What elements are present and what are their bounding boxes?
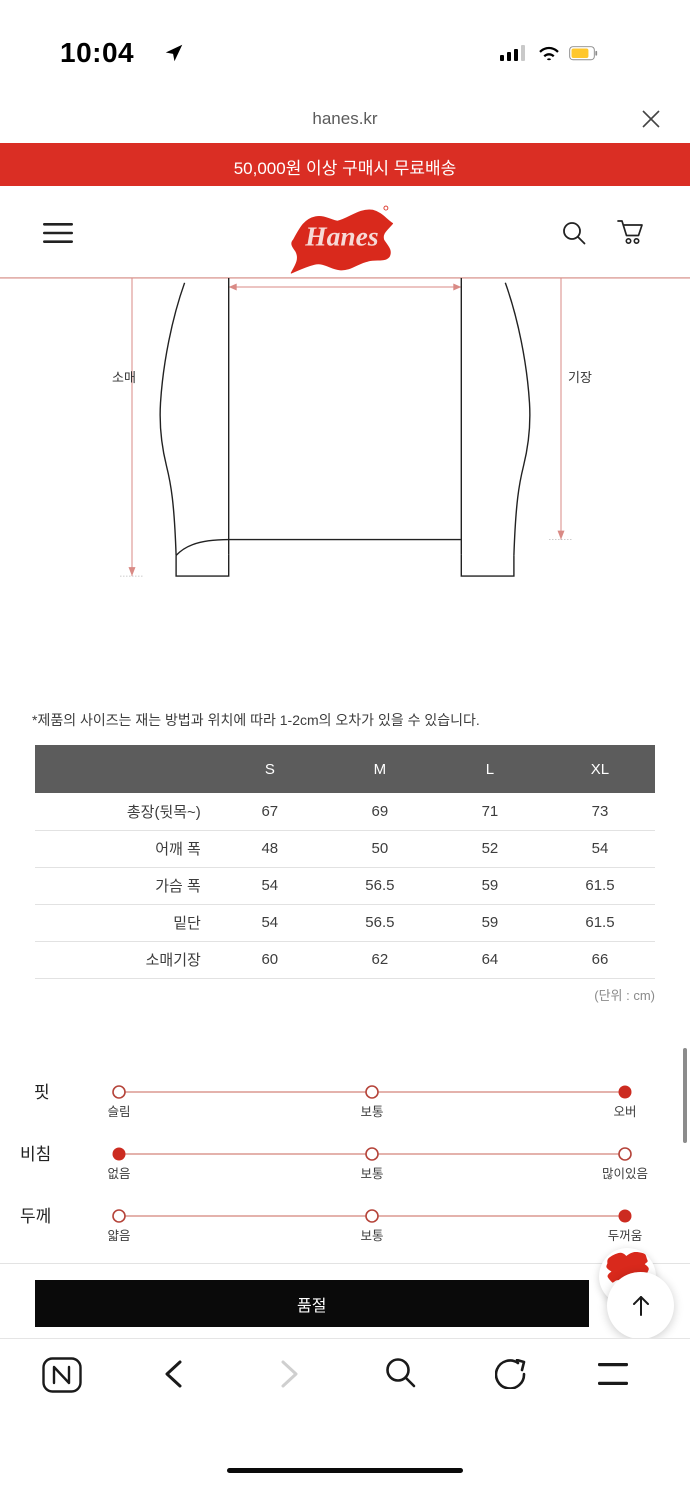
svg-text:보통: 보통: [360, 1105, 383, 1119]
svg-text:핏: 핏: [34, 1083, 50, 1102]
svg-text:오버: 오버: [613, 1105, 636, 1119]
svg-text:보통: 보통: [360, 1167, 383, 1181]
svg-text:슬림: 슬림: [107, 1105, 130, 1119]
svg-text:비침: 비침: [20, 1145, 51, 1164]
svg-text:없음: 없음: [107, 1167, 130, 1181]
svg-text:두꺼움: 두꺼움: [608, 1229, 643, 1243]
svg-text:기장: 기장: [568, 370, 592, 385]
svg-text:보통: 보통: [360, 1229, 383, 1243]
svg-text:얇음: 얇음: [107, 1229, 130, 1243]
svg-text:Hanes: Hanes: [304, 221, 378, 252]
svg-text:많이있음: 많이있음: [602, 1167, 648, 1181]
svg-text:두께: 두께: [20, 1207, 51, 1226]
svg-text:소매: 소매: [112, 370, 136, 385]
